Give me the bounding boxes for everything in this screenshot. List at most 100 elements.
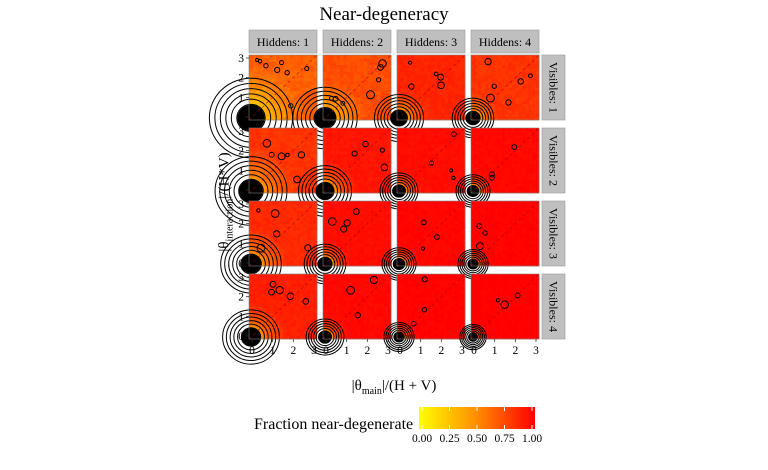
heat-cell <box>508 170 513 174</box>
heat-cell <box>427 137 432 142</box>
heat-cell <box>350 173 354 178</box>
heat-cell <box>498 74 502 79</box>
heat-cell <box>498 259 502 264</box>
heat-cell <box>525 55 530 59</box>
heat-cell <box>474 223 479 228</box>
heat-cell <box>458 84 462 88</box>
heat-cell <box>431 240 435 244</box>
heat-cell <box>357 176 361 181</box>
heat-cell <box>283 204 287 208</box>
heat-cell <box>384 167 388 171</box>
heat-cell <box>474 204 479 208</box>
heat-cell <box>300 90 304 95</box>
heat-cell <box>303 249 308 254</box>
heat-cell <box>283 81 287 85</box>
reference-line <box>248 127 318 194</box>
heat-cell <box>407 160 411 165</box>
heat-cell <box>310 253 314 257</box>
heat-cell <box>279 64 284 69</box>
heat-cell <box>380 249 385 254</box>
heat-cell <box>431 170 435 174</box>
heat-cell <box>458 137 462 142</box>
heat-cell <box>377 84 382 88</box>
heat-cell <box>515 204 519 208</box>
heat-cell <box>374 157 378 161</box>
heat-cell <box>417 87 422 92</box>
heat-cell <box>522 204 526 208</box>
heat-cell <box>333 107 337 111</box>
heat-cell <box>387 189 392 194</box>
heat-cell <box>306 236 311 241</box>
heat-cell <box>397 163 401 168</box>
heat-cell <box>346 58 351 62</box>
heat-cell <box>360 110 365 114</box>
heat-cell <box>417 113 422 118</box>
heat-cell <box>400 220 405 225</box>
heat-cell <box>272 134 277 139</box>
heat-cell <box>306 64 311 69</box>
heat-cell <box>437 110 442 114</box>
heat-cell <box>259 176 263 181</box>
heat-cell <box>336 256 341 260</box>
heat-cell <box>498 55 502 59</box>
heat-cell <box>525 240 530 244</box>
heat-cell <box>535 210 540 215</box>
heat-cell <box>481 259 485 264</box>
heat-cell <box>508 55 513 59</box>
heat-cell <box>427 183 432 187</box>
heat-cell <box>400 131 405 135</box>
heat-cell <box>360 77 365 82</box>
heat-cell <box>367 163 371 168</box>
heat-cell <box>293 154 297 158</box>
heat-cell <box>471 81 475 85</box>
heat-cell <box>451 58 456 62</box>
heat-cell <box>306 141 311 145</box>
heat-cell <box>441 173 445 178</box>
heat-cell <box>437 55 442 59</box>
heat-cell <box>494 128 499 132</box>
heat-cell <box>346 262 351 267</box>
heat-cell <box>363 154 368 158</box>
heat-cell <box>535 64 540 69</box>
heat-cell <box>303 77 308 82</box>
heat-cell <box>410 84 415 88</box>
heat-cell <box>525 71 530 75</box>
heat-cell <box>454 180 459 184</box>
heat-cell <box>400 97 405 101</box>
heat-cell <box>363 189 368 194</box>
heat-cell <box>494 176 499 181</box>
heat-cell <box>272 240 277 244</box>
heat-cell <box>262 90 267 95</box>
heat-cell <box>289 90 294 95</box>
heat-cell <box>296 110 301 114</box>
heat-cell <box>414 147 418 152</box>
heat-cell <box>384 128 388 132</box>
heat-cell <box>384 64 388 69</box>
heat-cell <box>266 183 270 187</box>
heat-cell <box>346 128 351 132</box>
heat-cell <box>410 170 415 174</box>
heat-cell <box>333 128 337 132</box>
heat-cell <box>397 107 401 111</box>
heat-cell <box>434 246 439 251</box>
heat-cell <box>329 204 334 208</box>
heat-cell <box>498 230 502 234</box>
heat-cell <box>444 173 449 178</box>
contour-line <box>392 257 406 271</box>
heat-cell <box>427 128 432 132</box>
heat-cell <box>491 131 496 135</box>
heat-cell <box>488 84 492 88</box>
heat-cell <box>454 207 459 212</box>
heat-cell <box>350 253 354 257</box>
heat-cell <box>377 157 382 161</box>
heat-cell <box>323 243 327 247</box>
heat-cell <box>343 150 348 155</box>
heat-cell <box>363 61 368 66</box>
heat-cell <box>374 64 378 69</box>
heat-cell <box>474 201 479 205</box>
heat-cell <box>387 116 392 121</box>
heat-cell <box>266 90 270 95</box>
heat-cell <box>387 227 392 231</box>
heat-cell <box>329 84 334 88</box>
heat-cell <box>427 154 432 158</box>
